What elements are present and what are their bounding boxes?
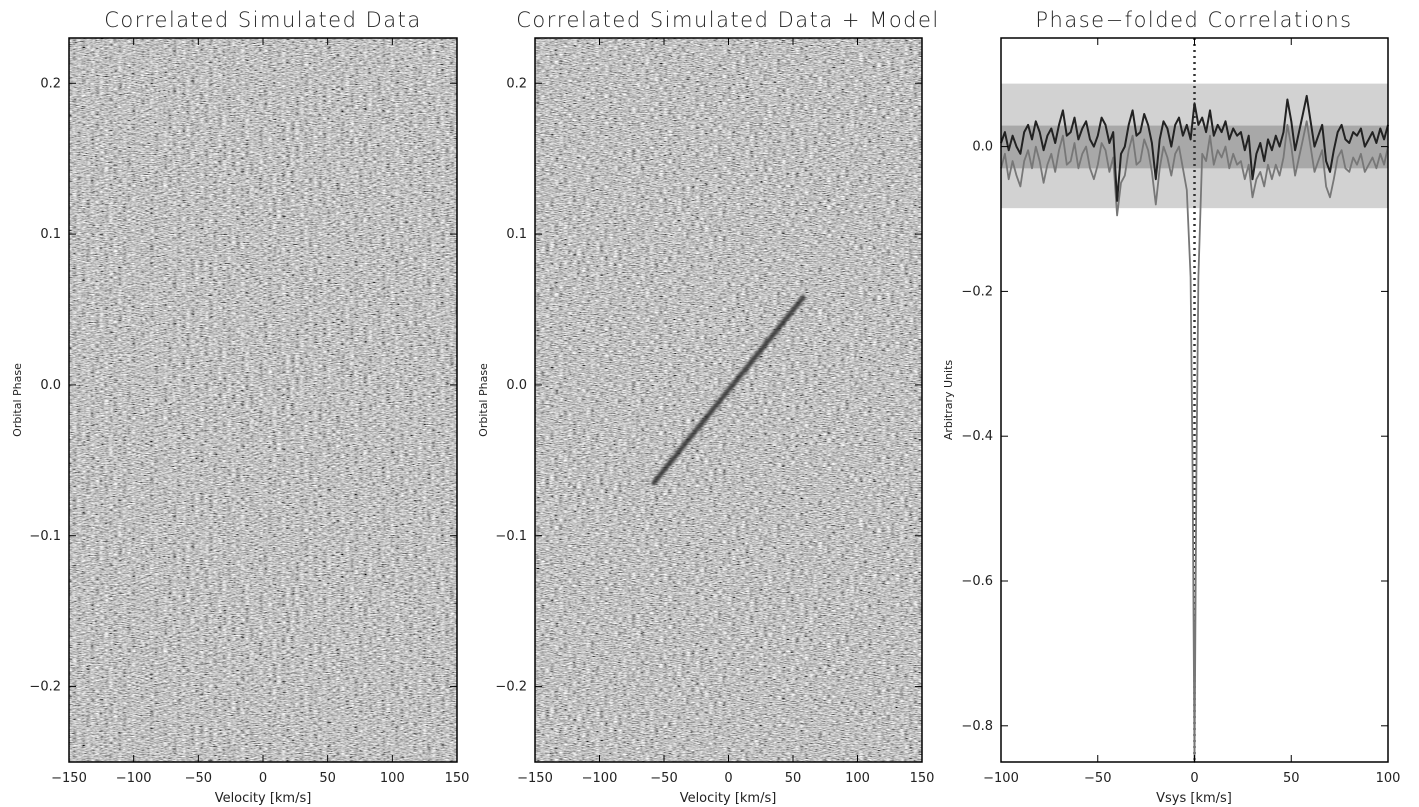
panel-correlated-data-model: Correlated Simulated Data + Model −150 −1… xyxy=(477,8,940,806)
panel2-y-ticks: −0.2 −0.1 0.0 0.1 0.2 xyxy=(495,76,922,695)
x-tick-label: 0 xyxy=(1190,771,1198,786)
x-tick-label: −50 xyxy=(185,771,212,786)
panel3-title: Phase−folded Correlations xyxy=(1035,8,1352,32)
y-tick-label: −0.1 xyxy=(29,529,61,544)
panel1-y-label: Orbital Phase xyxy=(11,363,24,437)
x-tick-label: 50 xyxy=(1283,771,1300,786)
y-tick-label: −0.6 xyxy=(961,574,993,589)
panel2-signal-trail xyxy=(651,294,806,486)
x-tick-label: 100 xyxy=(380,771,405,786)
y-tick-label: 0.2 xyxy=(40,76,61,91)
panel1-noise-map xyxy=(69,38,457,762)
panel2-x-label: Velocity [km/s] xyxy=(680,791,777,806)
panel3-x-ticks: −100 −50 0 50 100 xyxy=(983,38,1400,786)
y-tick-label: 0.0 xyxy=(972,140,993,155)
y-tick-label: −0.2 xyxy=(29,680,61,695)
x-tick-label: −100 xyxy=(983,771,1019,786)
x-tick-label: −100 xyxy=(582,771,618,786)
x-tick-label: 50 xyxy=(785,771,802,786)
panel3-y-label: Arbitrary Units xyxy=(942,360,955,441)
panel1-x-ticks: −150 −100 −50 0 50 100 150 xyxy=(51,38,469,786)
panel1-title: Correlated Simulated Data xyxy=(104,8,422,32)
y-tick-label: −0.8 xyxy=(961,719,993,734)
x-tick-label: −150 xyxy=(51,771,87,786)
panel1-x-label: Velocity [km/s] xyxy=(215,791,312,806)
panel2-x-ticks: −150 −100 −50 0 50 100 150 xyxy=(517,38,934,786)
series-line-primary xyxy=(1000,94,1389,202)
x-tick-label: −50 xyxy=(650,771,677,786)
x-tick-label: −50 xyxy=(1084,771,1111,786)
y-tick-label: 0.2 xyxy=(506,76,527,91)
x-tick-label: 100 xyxy=(845,771,870,786)
panel3-x-label: Vsys [km/s] xyxy=(1156,791,1232,806)
y-tick-label: 0.1 xyxy=(506,227,527,242)
y-tick-label: −0.1 xyxy=(495,529,527,544)
panel1-y-ticks: −0.2 −0.1 0.0 0.1 0.2 xyxy=(29,76,457,695)
y-tick-label: 0.1 xyxy=(40,227,61,242)
x-tick-label: 50 xyxy=(319,771,336,786)
x-tick-label: 150 xyxy=(445,771,470,786)
panel-correlated-data: Correlated Simulated Data −150 −100 −50 0 50… xyxy=(11,8,469,806)
panel2-noise-map xyxy=(535,38,922,762)
panel2-title: Correlated Simulated Data + Model xyxy=(516,8,940,32)
panel-phase-folded: Phase−folded Correlations −100 −50 0 50 100 … xyxy=(942,8,1400,806)
y-tick-label: −0.2 xyxy=(961,284,993,299)
x-tick-label: 150 xyxy=(910,771,935,786)
y-tick-label: −0.4 xyxy=(961,429,993,444)
x-tick-label: 100 xyxy=(1376,771,1401,786)
y-tick-label: −0.2 xyxy=(495,680,527,695)
panel3-y-ticks: −0.8 −0.6 −0.4 −0.2 0.0 xyxy=(961,140,1388,734)
y-tick-label: 0.0 xyxy=(40,378,61,393)
panel2-y-label: Orbital Phase xyxy=(477,363,490,437)
x-tick-label: −100 xyxy=(116,771,152,786)
y-tick-label: 0.0 xyxy=(506,378,527,393)
x-tick-label: 0 xyxy=(724,771,732,786)
x-tick-label: 0 xyxy=(259,771,267,786)
x-tick-label: −150 xyxy=(517,771,553,786)
